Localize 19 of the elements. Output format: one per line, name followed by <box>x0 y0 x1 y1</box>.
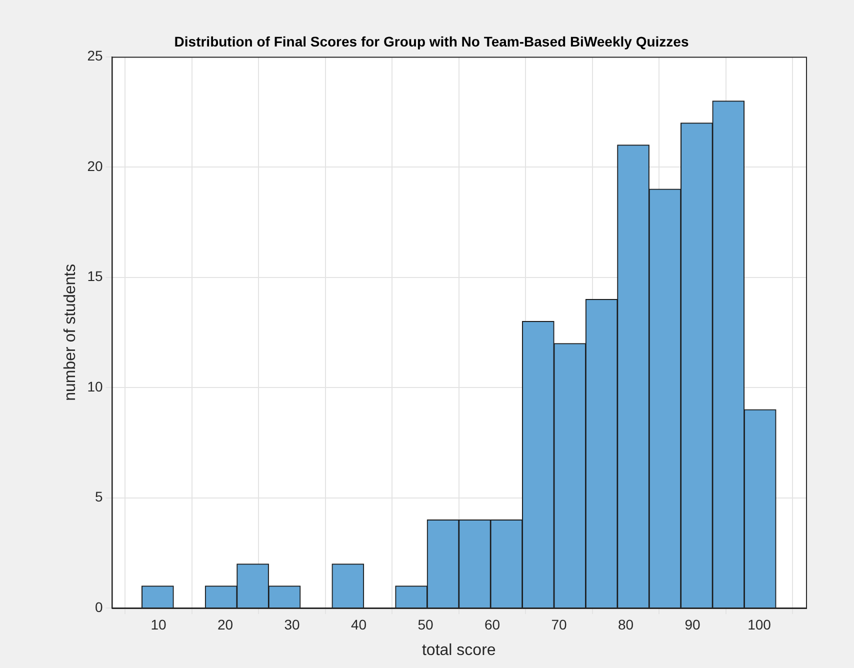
x-tick-label: 10 <box>150 616 166 632</box>
x-tick-label: 40 <box>350 616 367 632</box>
x-tick-label: 90 <box>684 616 701 632</box>
y-tick-label: 10 <box>87 378 103 394</box>
x-tick-label: 80 <box>618 616 634 632</box>
y-tick-label: 25 <box>87 48 103 64</box>
x-tick-label: 30 <box>284 616 300 632</box>
x-tick-label: 70 <box>551 616 568 632</box>
y-tick-label: 15 <box>87 268 103 284</box>
x-tick-label: 60 <box>484 616 500 632</box>
y-tick-label: 5 <box>94 488 103 505</box>
y-tick-label: 20 <box>87 158 103 174</box>
y-axis-title: number of students <box>62 264 80 401</box>
chart-title: Distribution of Final Scores for Group with No Team-Based BiWeekly Quizzes <box>174 33 689 50</box>
x-tick-label: 20 <box>217 616 234 632</box>
x-axis-title: total score <box>422 642 496 659</box>
x-tick-label: 50 <box>418 616 434 632</box>
x-tick-label: 100 <box>748 616 772 632</box>
y-tick-label: 0 <box>94 598 103 615</box>
